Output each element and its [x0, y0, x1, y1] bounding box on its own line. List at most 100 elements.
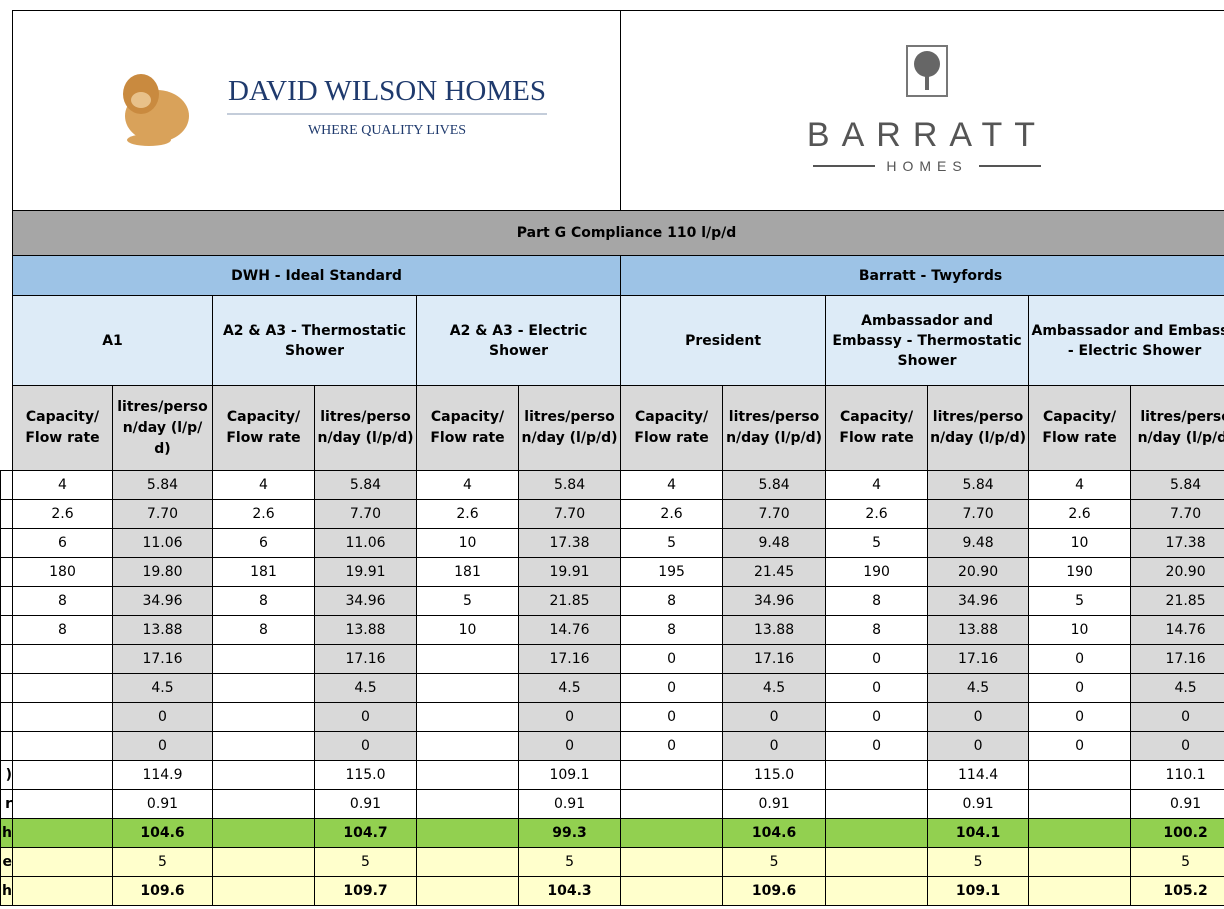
- table-cell: 11.06: [113, 529, 213, 558]
- table-cell: [621, 761, 723, 790]
- table-cell: 104.3: [519, 877, 621, 906]
- table-cell: [621, 877, 723, 906]
- table-cell: 9.48: [928, 529, 1029, 558]
- table-cell: 0.91: [723, 790, 826, 819]
- table-cell: 20.90: [1131, 558, 1224, 587]
- table-cell: 13.88: [928, 616, 1029, 645]
- column-header: litres/person/day (l/p/d): [1131, 386, 1224, 471]
- table-cell: 5: [826, 529, 928, 558]
- table-cell: 17.16: [519, 645, 621, 674]
- table-cell: 2.6: [13, 500, 113, 529]
- table-cell: 0.91: [315, 790, 417, 819]
- table-cell: 4: [213, 471, 315, 500]
- table-cell: [13, 761, 113, 790]
- table-cell: 115.0: [315, 761, 417, 790]
- table-title: Part G Compliance 110 l/p/d: [13, 211, 1224, 256]
- table-cell: 4: [621, 471, 723, 500]
- column-header: Capacity/ Flow rate: [826, 386, 928, 471]
- table-cell: 4.5: [723, 674, 826, 703]
- stub: [1, 256, 13, 296]
- column-header: litres/person/day (l/p/d): [519, 386, 621, 471]
- table-cell: [826, 819, 928, 848]
- table-cell: 5.84: [519, 471, 621, 500]
- table-cell: 5.84: [315, 471, 417, 500]
- table-cell: 114.4: [928, 761, 1029, 790]
- dwh-tagline: WHERE QUALITY LIVES: [307, 123, 465, 138]
- table-cell: 104.6: [113, 819, 213, 848]
- product-name: Ambassador and Embassy - Thermostatic Sh…: [826, 296, 1029, 386]
- column-header: Capacity/ Flow rate: [213, 386, 315, 471]
- table-cell: 0: [621, 645, 723, 674]
- column-header-row: Capacity/ Flow rate litres/person/day (l/…: [1, 386, 1224, 471]
- table-cell: 190: [1029, 558, 1131, 587]
- table-cell: [417, 877, 519, 906]
- row-label: [1, 500, 13, 529]
- table-cell: 0.91: [519, 790, 621, 819]
- table-cell: 17.16: [113, 645, 213, 674]
- row-label: [1, 587, 13, 616]
- table-cell: 34.96: [113, 587, 213, 616]
- table-cell: [13, 877, 113, 906]
- table-cell: 17.16: [723, 645, 826, 674]
- table-cell: [1029, 761, 1131, 790]
- table-cell: 0: [315, 703, 417, 732]
- table-cell: 8: [13, 616, 113, 645]
- table-cell: 2.6: [1029, 500, 1131, 529]
- table-cell: 2.6: [213, 500, 315, 529]
- table-cell: 17.38: [519, 529, 621, 558]
- table-cell: 104.6: [723, 819, 826, 848]
- table-cell: 105.2: [1131, 877, 1224, 906]
- table-cell: 17.38: [1131, 529, 1224, 558]
- table-cell: 4: [826, 471, 928, 500]
- table-cell: 21.85: [1131, 587, 1224, 616]
- table-cell: [417, 645, 519, 674]
- table-cell: 8: [13, 587, 113, 616]
- row-label: [1, 674, 13, 703]
- table-cell: 8: [621, 616, 723, 645]
- table-cell: 19.91: [315, 558, 417, 587]
- table-cell: 110.1: [1131, 761, 1224, 790]
- dwh-logo: DAVID WILSON HOMES WHERE QUALITY LIVES: [37, 54, 597, 164]
- table-cell: 109.6: [723, 877, 826, 906]
- group-name: DWH - Ideal Standard: [13, 256, 621, 296]
- table-cell: 10: [417, 529, 519, 558]
- stub: [1, 386, 13, 471]
- stub: [1, 11, 13, 211]
- stub: [1, 211, 13, 256]
- table-cell: [213, 819, 315, 848]
- table-cell: [213, 674, 315, 703]
- table-cell: [13, 848, 113, 877]
- group-name: Barratt - Twyfords: [621, 256, 1224, 296]
- table-cell: 21.45: [723, 558, 826, 587]
- row-label: [1, 645, 13, 674]
- table-cell: [1029, 877, 1131, 906]
- table-cell: [213, 790, 315, 819]
- table-cell: [417, 732, 519, 761]
- table-cell: [1029, 790, 1131, 819]
- table-cell: [417, 819, 519, 848]
- table-cell: 0: [826, 674, 928, 703]
- row-label: [1, 732, 13, 761]
- row-label: [1, 558, 13, 587]
- table-cell: 5: [417, 587, 519, 616]
- table-cell: [826, 761, 928, 790]
- table-cell: [417, 703, 519, 732]
- table-cell: 4.5: [315, 674, 417, 703]
- table-cell: 0: [519, 732, 621, 761]
- table-cell: 4: [1029, 471, 1131, 500]
- table-cell: 5: [315, 848, 417, 877]
- table-cell: [13, 645, 113, 674]
- table-cell: 21.85: [519, 587, 621, 616]
- table-cell: 0: [1131, 732, 1224, 761]
- product-name: President: [621, 296, 826, 386]
- table-cell: 2.6: [417, 500, 519, 529]
- table-cell: 0: [928, 703, 1029, 732]
